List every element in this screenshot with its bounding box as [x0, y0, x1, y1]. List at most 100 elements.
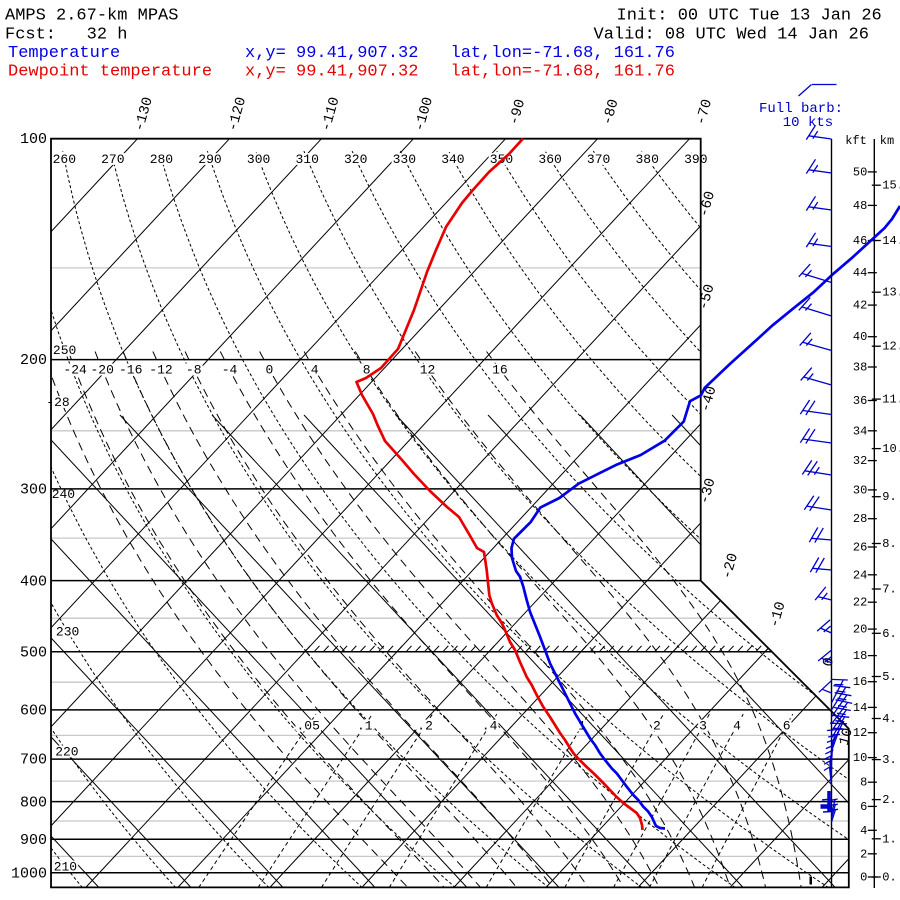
svg-text:.05: .05 [296, 718, 319, 733]
svg-text:kft: kft [845, 134, 867, 148]
svg-text:500: 500 [20, 644, 47, 661]
svg-text:8.: 8. [882, 537, 896, 551]
svg-text:42: 42 [853, 299, 867, 313]
svg-text:14.: 14. [882, 234, 900, 248]
svg-text:lat,lon=-71.68, 161.76: lat,lon=-71.68, 161.76 [451, 63, 675, 82]
svg-text:12.: 12. [882, 340, 900, 354]
svg-text:-8: -8 [186, 362, 202, 377]
svg-text:-50: -50 [696, 283, 719, 313]
svg-text:290: 290 [198, 152, 221, 167]
svg-text:10 kts: 10 kts [783, 115, 833, 131]
svg-text:-30: -30 [697, 477, 720, 507]
svg-text:11.: 11. [882, 393, 900, 407]
svg-text:360: 360 [538, 152, 561, 167]
svg-text:-4: -4 [222, 362, 238, 377]
svg-text:280: 280 [150, 152, 173, 167]
svg-text:Temperature: Temperature [8, 44, 120, 63]
svg-text:36: 36 [853, 394, 867, 408]
svg-text:16: 16 [492, 362, 508, 377]
svg-text:2: 2 [653, 718, 661, 733]
svg-text:-28: -28 [46, 395, 69, 410]
svg-text:4: 4 [311, 362, 319, 377]
svg-text:6: 6 [860, 800, 867, 814]
svg-text:4: 4 [733, 718, 741, 733]
svg-text:12: 12 [853, 726, 867, 740]
svg-text:600: 600 [20, 703, 47, 720]
svg-text:km: km [880, 134, 894, 148]
svg-text:-70: -70 [693, 98, 716, 128]
svg-text:700: 700 [20, 752, 47, 769]
svg-text:44: 44 [853, 266, 867, 280]
svg-text:22: 22 [853, 596, 867, 610]
svg-text:200: 200 [20, 352, 47, 369]
svg-text:8: 8 [860, 776, 867, 790]
svg-text:320: 320 [344, 152, 367, 167]
svg-text:330: 330 [393, 152, 416, 167]
svg-text:.1: .1 [357, 718, 373, 733]
svg-text:32: 32 [853, 454, 867, 468]
svg-text:.2: .2 [417, 718, 433, 733]
svg-text:340: 340 [441, 152, 464, 167]
svg-text:9.: 9. [882, 490, 896, 504]
svg-text:300: 300 [247, 152, 270, 167]
svg-text:0: 0 [265, 362, 273, 377]
svg-text:-24: -24 [63, 362, 87, 377]
svg-text:AMPS 2.67-km MPAS: AMPS 2.67-km MPAS [5, 7, 178, 26]
svg-text:16: 16 [853, 675, 867, 689]
svg-text:10: 10 [853, 751, 867, 765]
svg-text:24: 24 [853, 568, 867, 582]
svg-text:28: 28 [853, 512, 867, 526]
svg-text:18: 18 [853, 649, 867, 663]
svg-text:4.: 4. [882, 712, 896, 726]
svg-text:260: 260 [53, 152, 76, 167]
svg-text:40: 40 [853, 330, 867, 344]
svg-text:6: 6 [783, 718, 791, 733]
svg-text:3.: 3. [882, 753, 896, 767]
svg-text:38: 38 [853, 361, 867, 375]
svg-text:x,y= 99.41,907.32: x,y= 99.41,907.32 [245, 44, 418, 63]
svg-text:310: 310 [295, 152, 318, 167]
svg-text:220: 220 [55, 744, 78, 759]
svg-text:800: 800 [20, 794, 47, 811]
svg-text:Full barb:: Full barb: [759, 101, 843, 117]
svg-text:2: 2 [860, 847, 867, 861]
svg-text:210: 210 [54, 859, 77, 874]
svg-text:20: 20 [853, 623, 867, 637]
svg-text:48: 48 [853, 199, 867, 213]
svg-text:-20: -20 [720, 552, 743, 582]
svg-text:-16: -16 [119, 362, 142, 377]
svg-text:Dewpoint temperature: Dewpoint temperature [8, 63, 212, 82]
svg-text:50: 50 [853, 165, 867, 179]
svg-text:Valid: 08 UTC Wed 14 Jan 26: Valid: 08 UTC Wed 14 Jan 26 [594, 26, 869, 45]
svg-text:7.: 7. [882, 583, 896, 597]
svg-text:900: 900 [20, 832, 47, 849]
svg-text:-60: -60 [697, 190, 720, 220]
svg-text:100: 100 [20, 131, 47, 148]
svg-text:12: 12 [420, 362, 436, 377]
svg-text:400: 400 [20, 573, 47, 590]
svg-text:0: 0 [860, 871, 867, 885]
svg-text:-80: -80 [600, 98, 623, 128]
svg-text:300: 300 [20, 482, 47, 499]
svg-text:380: 380 [635, 152, 658, 167]
svg-text:370: 370 [587, 152, 610, 167]
svg-text:6.: 6. [882, 627, 896, 641]
svg-text:46: 46 [853, 234, 867, 248]
svg-text:1000: 1000 [11, 865, 47, 882]
svg-text:30: 30 [853, 483, 867, 497]
svg-text:230: 230 [56, 624, 79, 639]
svg-text:390: 390 [684, 152, 707, 167]
svg-text:0.: 0. [882, 871, 896, 885]
svg-text:Fcst: 32 h: Fcst: 32 h [5, 26, 127, 45]
svg-text:lat,lon=-71.68, 161.76: lat,lon=-71.68, 161.76 [451, 44, 675, 63]
svg-text:10: 10 [837, 726, 857, 747]
svg-text:240: 240 [52, 487, 75, 502]
svg-text:34: 34 [853, 424, 867, 438]
svg-text:13.: 13. [882, 286, 900, 300]
svg-text:10.: 10. [882, 442, 900, 456]
svg-text:x,y= 99.41,907.32: x,y= 99.41,907.32 [245, 63, 418, 82]
svg-text:270: 270 [101, 152, 124, 167]
svg-text:.4: .4 [482, 718, 498, 733]
svg-text:4: 4 [860, 824, 867, 838]
svg-text:5.: 5. [882, 670, 896, 684]
